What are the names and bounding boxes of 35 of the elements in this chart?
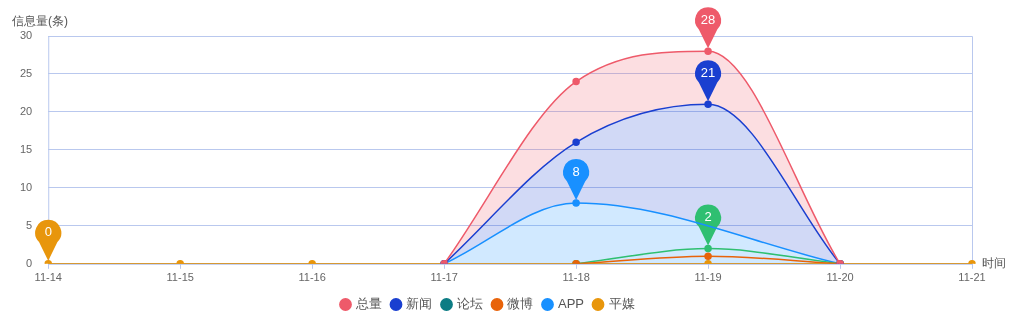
y-tick-label: 15 (19, 142, 33, 155)
point (572, 77, 580, 86)
annotation: 0 (44, 224, 52, 240)
y-tick-label: 30 (19, 29, 33, 42)
y-tick-label: 25 (19, 67, 33, 79)
x-tick-label: 11-19 (694, 271, 722, 284)
y-tick-label: 0 (26, 256, 33, 269)
legend-label: APP (557, 296, 585, 312)
point (572, 138, 580, 147)
y-tick-label: 5 (26, 218, 33, 231)
legend-label: 微博 (507, 296, 534, 312)
annotation: 21 (700, 64, 716, 80)
annotation: 8 (572, 163, 580, 179)
x-axis-title: 时间 (982, 256, 1006, 271)
legend-label: 平媒 (608, 296, 635, 312)
x-tick-label: 11-18 (562, 271, 590, 284)
y-tick-label: 10 (19, 180, 33, 193)
x-tick-label: 11-14 (34, 271, 62, 284)
y-axis-title: 信息量(条) (12, 14, 68, 29)
x-tick-label: 11-20 (826, 271, 854, 284)
y-tick-label: 20 (19, 104, 33, 117)
x-tick-label: 11-17 (430, 271, 458, 284)
point (704, 252, 712, 260)
point (704, 100, 712, 109)
annotation: 2 (704, 209, 712, 225)
legend-label: 总量 (354, 296, 382, 312)
x-tick-label: 11-15 (166, 271, 194, 284)
point (572, 199, 580, 207)
point (704, 47, 712, 55)
annotation: 28 (700, 11, 716, 27)
x-tick-label: 11-16 (298, 271, 326, 284)
legend-label: 新闻 (406, 296, 433, 312)
legend-label: 论坛 (456, 296, 483, 312)
point (704, 244, 712, 253)
x-tick-label: 11-21 (958, 271, 986, 284)
